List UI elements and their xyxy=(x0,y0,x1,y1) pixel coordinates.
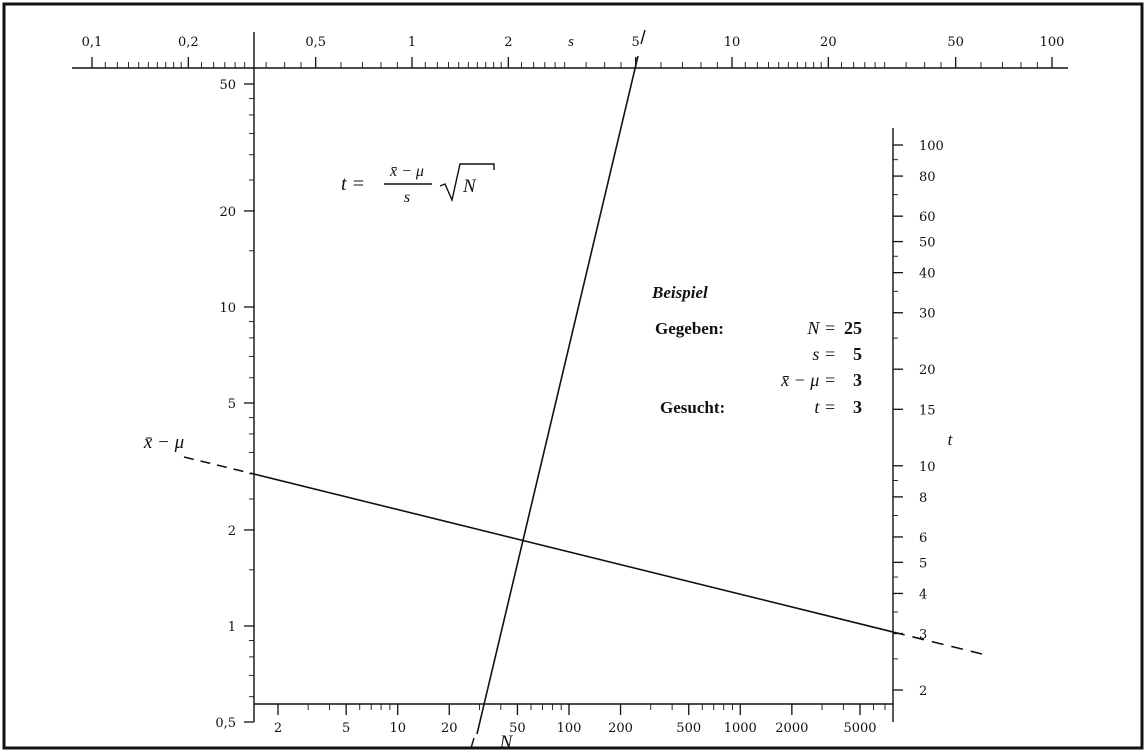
t-tick-label: 15 xyxy=(919,403,936,418)
s-tick-label: 2 xyxy=(504,35,512,50)
t-tick-label: 40 xyxy=(919,267,936,282)
example-given-label: Gegeben: xyxy=(655,319,724,338)
t-tick-label: 2 xyxy=(919,684,927,699)
example-sought-label: Gesucht: xyxy=(660,398,725,417)
example-row-s-value: 5 xyxy=(853,344,862,364)
example-row-s-name: s = xyxy=(812,344,836,364)
t-tick-label: 10 xyxy=(919,460,936,475)
N-tick-label: 50 xyxy=(509,721,526,736)
s-tick-label: 10 xyxy=(724,35,741,50)
N-tick-label: 100 xyxy=(557,721,582,736)
example-row-t-value: 3 xyxy=(853,397,862,417)
t-axis-ticks xyxy=(893,144,903,691)
formula-radicand: N xyxy=(462,176,477,197)
formula-lhs: t = xyxy=(341,173,365,195)
example-row-xmu-value: 3 xyxy=(853,370,862,390)
formula-denominator: s xyxy=(404,189,410,206)
xmu-tick-label: 10 xyxy=(219,301,236,316)
xmu-tick-label: 20 xyxy=(219,205,236,220)
formula: t = x̄ − μ s N xyxy=(341,163,495,206)
t-axis-tick-labels: 100 80 60 50 40 30 20 15 10 8 6 5 4 3 2 xyxy=(919,139,944,699)
N-tick-label: 10 xyxy=(389,721,406,736)
t-tick-label: 30 xyxy=(919,307,936,322)
example-line-N-s-ext-bottom xyxy=(470,737,475,749)
t-tick-label: 6 xyxy=(919,531,927,546)
N-tick-label: 500 xyxy=(676,721,701,736)
N-tick-label: 20 xyxy=(441,721,458,736)
xmu-tick-label: 50 xyxy=(219,78,236,93)
N-axis-tick-labels: 2 5 10 20 50 100 200 500 1000 2000 5000 xyxy=(274,721,877,736)
xmu-tick-label: 0,5 xyxy=(215,716,236,731)
example-line-xmu-t-ext-right xyxy=(892,631,983,655)
s-tick-label: 50 xyxy=(947,35,964,50)
N-axis-ticks xyxy=(277,704,886,715)
example: Beispiel Gegeben: Gesucht: N = 25 s = 5 … xyxy=(651,283,862,417)
s-axis-ticks xyxy=(91,57,1053,68)
t-tick-label: 20 xyxy=(919,363,936,378)
example-row-t-name: t = xyxy=(814,397,836,417)
example-line-N-s-ext-top xyxy=(640,29,646,45)
s-tick-label: 5 xyxy=(632,35,640,50)
s-tick-label: 100 xyxy=(1040,35,1065,50)
t-tick-label: 80 xyxy=(919,170,936,185)
s-tick-label: 0,2 xyxy=(178,35,199,50)
formula-numerator: x̄ − μ xyxy=(389,163,424,180)
t-tick-label: 100 xyxy=(919,139,944,154)
s-tick-label: 0,5 xyxy=(305,35,326,50)
t-tick-label: 60 xyxy=(919,210,936,225)
formula-radical-sign xyxy=(439,163,495,203)
s-tick-label: 0,1 xyxy=(82,35,103,50)
example-title: Beispiel xyxy=(651,283,708,302)
N-tick-label: 2 xyxy=(274,721,282,736)
t-tick-label: 5 xyxy=(919,556,927,571)
xmu-tick-label: 2 xyxy=(228,524,236,539)
xmu-axis-tick-labels: 50 20 10 5 2 1 0,5 xyxy=(215,78,236,731)
N-tick-label: 2000 xyxy=(775,721,808,736)
t-tick-label: 3 xyxy=(919,628,927,643)
xmu-axis-label: x̄ − μ xyxy=(143,432,184,453)
example-row-xmu-name: x̄ − μ = xyxy=(780,370,836,390)
example-row-N-name: N = xyxy=(806,318,836,338)
N-tick-label: 200 xyxy=(608,721,633,736)
N-tick-label: 5 xyxy=(342,721,350,736)
xmu-tick-label: 5 xyxy=(228,397,236,412)
s-axis-tick-labels: 0,1 0,2 0,5 1 2 5 10 20 50 100 xyxy=(82,35,1065,50)
N-tick-label: 1000 xyxy=(724,721,757,736)
N-tick-label: 5000 xyxy=(843,721,876,736)
t-axis-label: t xyxy=(948,430,954,449)
s-axis-label: s xyxy=(568,34,574,50)
example-line-N-s xyxy=(476,55,639,735)
N-axis-label: N xyxy=(499,732,514,752)
example-row-N-value: 25 xyxy=(844,318,862,338)
t-tick-label: 50 xyxy=(919,236,936,251)
s-tick-label: 1 xyxy=(408,35,416,50)
t-tick-label: 4 xyxy=(919,587,927,602)
s-tick-label: 20 xyxy=(820,35,837,50)
xmu-axis-ticks xyxy=(244,83,254,723)
example-line-xmu-t xyxy=(253,473,894,633)
example-line-xmu-t-ext-left xyxy=(183,456,255,475)
t-tick-label: 8 xyxy=(919,491,927,506)
xmu-tick-label: 1 xyxy=(228,620,236,635)
